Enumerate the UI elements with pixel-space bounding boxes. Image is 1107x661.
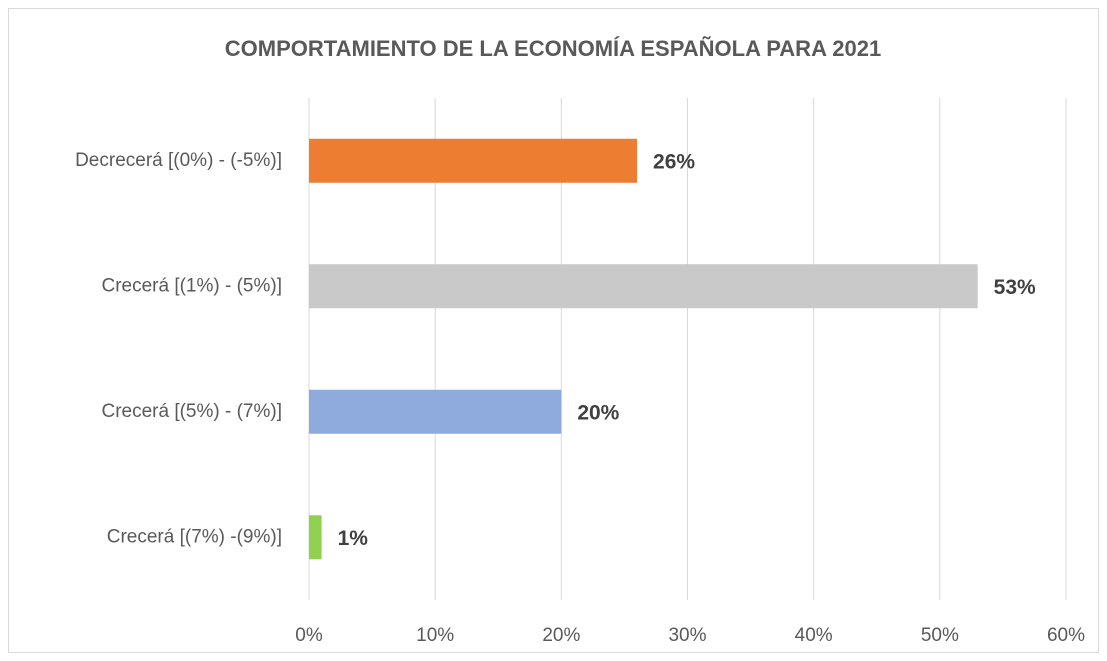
x-tick-label: 50% [921,625,959,646]
data-label: 53% [994,276,1036,299]
x-tick-label: 20% [542,625,580,646]
x-tick-label: 30% [668,625,706,646]
x-tick-label: 0% [295,625,323,646]
x-tick-label: 40% [795,625,833,646]
x-tick-label: 10% [416,625,454,646]
bar [309,138,638,183]
data-label: 26% [653,150,695,173]
bar [309,264,978,309]
y-tick-label: Crecerá [(1%) - (5%)] [101,275,282,296]
y-tick-label: Decrecerá [(0%) - (-5%)] [75,150,282,171]
bar [309,389,562,434]
y-tick-label: Crecerá [(7%) -(9%)] [107,526,282,547]
data-label: 20% [577,401,619,424]
chart-title: COMPORTAMIENTO DE LA ECONOMÍA ESPAÑOLA P… [225,36,881,61]
x-tick-label: 60% [1047,625,1085,646]
data-label: 1% [338,527,369,550]
y-tick-label: Crecerá [(5%) - (7%)] [101,401,282,422]
chart-border [8,8,1099,653]
bar [309,515,322,560]
